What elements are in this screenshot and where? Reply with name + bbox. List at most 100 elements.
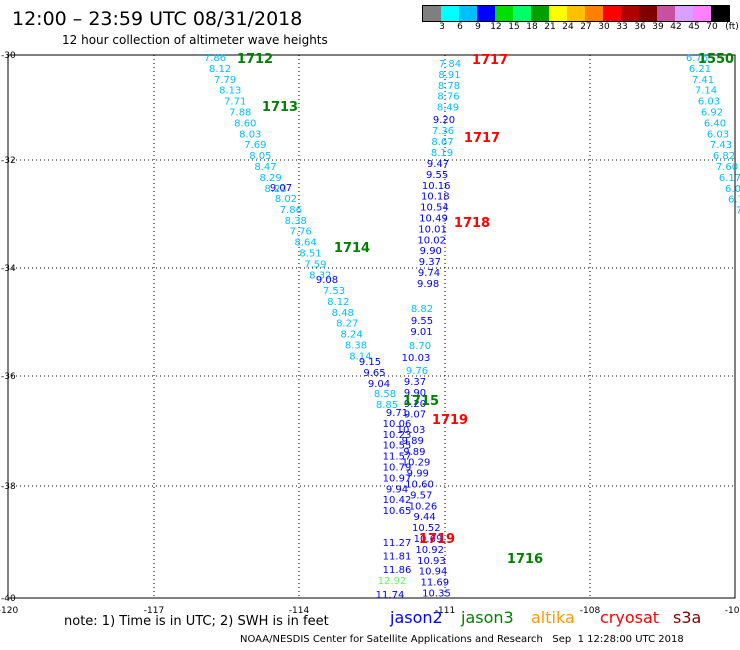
credit-line: NOAA/NESDIS Center for Satellite Applica… [240,634,684,645]
wave-height-value: 7.86 [280,205,302,216]
wave-height-value: 9.94 [386,484,408,495]
wave-height-value: 8.91 [438,70,460,81]
wave-height-value: 9.89 [402,436,424,447]
wave-height-value: 7.69 [244,140,266,151]
wave-height-value: 6.76 [686,53,708,64]
scale-swatch [621,6,639,21]
wave-height-value: 9.57 [410,490,432,501]
wave-height-value: 10.60 [405,480,434,491]
scale-label: 18 [526,22,538,32]
wave-height-value: 10.79 [383,463,412,474]
wave-height-value: 10.18 [421,192,450,203]
wave-height-value: 9.90 [404,388,426,399]
lat-tick-label: -38 [1,482,16,492]
wave-height-value: 8.02 [275,194,297,205]
wave-height-value: 10.01 [418,224,447,235]
lat-tick-label: -36 [1,372,16,382]
wave-height-value: 7.53 [323,286,345,297]
satellite-s3a: s3a [673,608,702,627]
wave-height-value: 10.29 [402,458,431,469]
map-frame [7,54,736,599]
wave-height-value: 8.47 [254,162,276,173]
lon-tick-label: -114 [289,606,310,616]
lon-tick-label: -111 [435,606,455,616]
map-title: 12:00 – 23:59 UTC 08/31/2018 [12,8,303,30]
wave-height-value: 9.15 [359,357,381,368]
wave-height-value: 8.32 [309,270,331,281]
track-time-label: 1716 [507,552,543,567]
wave-height-value: 9.65 [363,368,385,379]
scale-swatch [459,6,477,21]
wave-height-value: 7.60 [716,162,738,173]
wave-height-value: 8.67 [431,137,453,148]
wave-height-value: 7.79 [214,75,236,86]
track-time-label: 1718 [454,216,490,231]
wave-height-value: 6.21 [689,64,711,75]
wave-height-value: 10.16 [422,181,451,192]
wave-height-value: 8.48 [332,308,354,319]
scale-label: 6 [457,22,463,32]
scale-swatch [495,6,513,21]
wave-height-value: 7.76 [290,227,312,238]
wave-height-value: 9.07 [270,183,292,194]
wave-height-value: 7.86 [204,53,226,64]
wave-height-value: 9.20 [433,115,455,126]
scale-swatch [423,6,441,21]
wave-height-value: 8.24 [340,330,362,341]
wave-height-value: 7.36 [432,126,454,137]
wave-height-value: 8.23 [264,184,286,195]
wave-height-value: 8.76 [437,92,459,103]
wave-height-value: 8.13 [219,86,241,97]
lat-tick-label: -40 [1,594,16,604]
wave-height-value: 9.55 [411,316,433,327]
track-time-label: 1715 [403,394,439,409]
wave-height-value: 8.14 [349,351,371,362]
scale-swatch [567,6,585,21]
wave-height-value: 8.60 [234,118,256,129]
scale-label: 30 [598,22,610,32]
wave-height-value: 10.93 [417,556,446,567]
wave-height-value: 9.71 [386,408,408,419]
track-time-label: 1712 [237,52,273,67]
track-time-label: 1713 [262,100,298,115]
wave-height-value: 11.86 [383,565,412,576]
wave-height-value: 7.88 [229,108,251,119]
scale-swatch [549,6,567,21]
wave-height-value: 9.37 [404,377,426,388]
scale-label: 42 [670,22,682,32]
scale-swatch [441,6,459,21]
track-time-label: 1714 [334,241,370,256]
wave-height-value: 12.92 [378,576,407,587]
track-values: 7.868.127.798.137.717.888.608.037.698.05… [204,53,740,601]
scale-label: 15 [508,22,520,32]
wave-height-value: 6.03 [698,97,720,108]
color-scale-bar [422,5,730,22]
wave-height-value: 9.76 [406,366,428,377]
wave-height-value: 8.38 [345,341,367,352]
wave-height-value: 8.03 [239,129,261,140]
wave-height-value: 7.84 [439,59,461,70]
scale-swatch [657,6,675,21]
wave-height-value: 8.38 [285,216,307,227]
wave-height-value: 8.64 [294,238,316,249]
wave-height-value: 11.69 [420,578,449,589]
scale-label: 24 [562,22,574,32]
scale-swatch [477,6,495,21]
track-time-label: 1719 [419,532,455,547]
lon-tick-label: -120 [0,606,18,616]
wave-height-value: 7.41 [692,75,714,86]
wave-height-value: 9.98 [417,279,439,290]
wave-height-value: 6.03 [707,129,729,140]
wave-height-value: 6.40 [704,118,726,129]
satellite-jason2: jason2 [390,608,443,627]
color-scale-labels: 3 6 9 12 15 18 21 24 27 30 33 36 39 42 45 70 (ft) [422,22,740,36]
wave-height-value: 9.08 [316,275,338,286]
scale-swatch [639,6,657,21]
wave-height-value: 10.49 [419,214,448,225]
wave-height-value: 9.07 [404,410,426,421]
wave-height-value: 10.97 [383,473,412,484]
track-time-labels: 1712 1713 1714 1715 1716 1717 1717 1718 1719 1719… [237,52,734,567]
wave-height-value: 10.69 [414,534,443,545]
lon-tick-label: -117 [144,606,164,616]
